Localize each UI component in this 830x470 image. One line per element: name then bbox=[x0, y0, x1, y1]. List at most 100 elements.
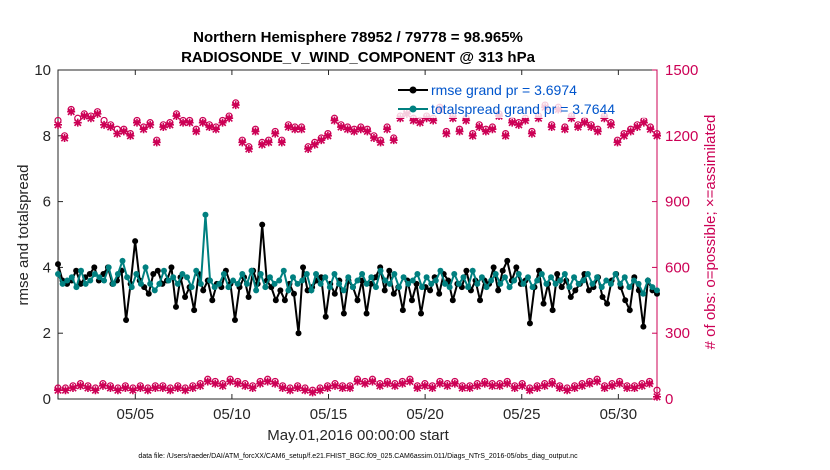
obs-high-assimilated-marker bbox=[416, 118, 425, 127]
totalspread-point bbox=[82, 280, 89, 287]
totalspread-point bbox=[561, 270, 568, 277]
obs-high-assimilated-marker bbox=[231, 101, 240, 110]
obs-high-assimilated-marker bbox=[363, 127, 372, 136]
obs-high-assimilated-marker bbox=[501, 131, 510, 140]
obs-high-assimilated-marker bbox=[356, 125, 365, 134]
obs-high-assimilated-marker bbox=[508, 118, 517, 127]
totalspread-point bbox=[225, 284, 232, 291]
obs-low-assimilated-marker bbox=[136, 384, 145, 393]
totalspread-point bbox=[534, 277, 541, 284]
totalspread-point bbox=[326, 284, 333, 291]
obs-high-assimilated-marker bbox=[429, 116, 438, 125]
legend: rmse grand pr = 3.6974 totalspread grand… bbox=[393, 78, 651, 118]
obs-high-assimilated-marker bbox=[462, 116, 471, 125]
rmse-point bbox=[585, 287, 592, 294]
totalspread-point bbox=[133, 270, 140, 277]
rmse-point bbox=[132, 238, 139, 245]
totalspread-point bbox=[308, 287, 315, 294]
obs-high-assimilated-marker bbox=[271, 129, 280, 138]
totalspread-point bbox=[128, 284, 135, 291]
totalspread-point bbox=[202, 211, 209, 218]
obs-high-assimilated-marker bbox=[343, 125, 352, 134]
obs-high-assimilated-marker bbox=[86, 114, 95, 123]
obs-low-assimilated-marker bbox=[128, 386, 137, 395]
obs-low-assimilated-marker bbox=[608, 381, 617, 390]
obs-high-assimilated-marker bbox=[376, 138, 385, 147]
x-tick-label: 05/30 bbox=[600, 406, 638, 423]
totalspread-point bbox=[497, 280, 504, 287]
obs-low-assimilated-marker bbox=[181, 386, 190, 395]
y-axis-left-label: rmse and totalspread bbox=[15, 165, 32, 306]
totalspread-point bbox=[529, 284, 536, 291]
obs-low-assimilated-marker bbox=[301, 386, 310, 395]
obs-low-assimilated-marker bbox=[113, 386, 122, 395]
totalspread-point bbox=[400, 274, 407, 281]
obs-high-assimilated-marker bbox=[238, 138, 247, 147]
rmse-point bbox=[399, 307, 406, 314]
obs-low-assimilated-marker bbox=[166, 386, 175, 395]
totalspread-point bbox=[248, 267, 255, 274]
rmse-point bbox=[340, 310, 347, 317]
obs-low-assimilated-marker bbox=[458, 384, 467, 393]
totalspread-point bbox=[626, 284, 633, 291]
totalspread-point bbox=[552, 280, 559, 287]
totalspread-point bbox=[437, 267, 444, 274]
totalspread-point bbox=[428, 280, 435, 287]
totalspread-point bbox=[322, 274, 329, 281]
obs-high-assimilated-marker bbox=[383, 125, 392, 134]
totalspread-point bbox=[584, 270, 591, 277]
totalspread-point bbox=[179, 270, 186, 277]
totalspread-point bbox=[469, 267, 476, 274]
obs-high-assimilated-marker bbox=[396, 114, 405, 123]
totalspread-point bbox=[271, 280, 278, 287]
totalspread-point bbox=[359, 270, 366, 277]
totalspread-point bbox=[147, 280, 154, 287]
totalspread-point bbox=[543, 280, 550, 287]
obs-high-assimilated-marker bbox=[205, 123, 214, 132]
totalspread-point bbox=[317, 280, 324, 287]
totalspread-point bbox=[478, 274, 485, 281]
obs-low-assimilated-marker bbox=[98, 381, 107, 390]
totalspread-point bbox=[635, 280, 642, 287]
rmse-point bbox=[499, 267, 506, 274]
obs-low-assimilated-marker bbox=[91, 386, 100, 395]
obs-count-low-series bbox=[54, 375, 661, 401]
rmse-point bbox=[191, 307, 198, 314]
obs-high-assimilated-marker bbox=[468, 131, 477, 140]
data-file-footnote: data file: /Users/raeder/DAI/ATM_forcXX/… bbox=[138, 453, 578, 460]
obs-low-assimilated-marker bbox=[450, 379, 459, 388]
obs-high-assimilated-marker bbox=[600, 114, 609, 123]
obs-high-assimilated-marker bbox=[580, 118, 589, 127]
totalspread-point bbox=[372, 284, 379, 291]
totalspread-point bbox=[386, 280, 393, 287]
obs-low-assimilated-marker bbox=[331, 381, 340, 390]
totalspread-point bbox=[253, 287, 260, 294]
totalspread-point bbox=[492, 270, 499, 277]
obs-high-assimilated-marker bbox=[73, 118, 82, 127]
obs-low-assimilated-marker bbox=[375, 381, 384, 390]
obs-high-assimilated-marker bbox=[159, 123, 168, 132]
totalspread-point bbox=[511, 277, 518, 284]
totalspread-point bbox=[73, 284, 80, 291]
legend-rmse-marker bbox=[409, 86, 417, 94]
totalspread-point bbox=[299, 277, 306, 284]
totalspread-point bbox=[276, 277, 283, 284]
chart-title-line1: Northern Hemisphere 78952 / 79778 = 98.9… bbox=[193, 29, 523, 46]
totalspread-point bbox=[455, 280, 462, 287]
rmse-point bbox=[558, 284, 565, 291]
totalspread-point bbox=[391, 270, 398, 277]
rmse-point bbox=[209, 297, 216, 304]
obs-high-assimilated-marker bbox=[304, 144, 313, 153]
rmse-point bbox=[73, 267, 80, 274]
totalspread-point bbox=[220, 270, 227, 277]
obs-high-assimilated-marker bbox=[106, 123, 115, 132]
obs-high-assimilated-marker bbox=[198, 118, 207, 127]
obs-high-assimilated-marker bbox=[132, 118, 141, 127]
rmse-point bbox=[626, 307, 633, 314]
obs-low-assimilated-marker bbox=[413, 384, 422, 393]
rmse-point bbox=[145, 290, 152, 297]
obs-low-assimilated-marker bbox=[638, 381, 647, 390]
totalspread-point bbox=[170, 274, 177, 281]
totalspread-point bbox=[423, 274, 430, 281]
totalspread-point bbox=[603, 277, 610, 284]
